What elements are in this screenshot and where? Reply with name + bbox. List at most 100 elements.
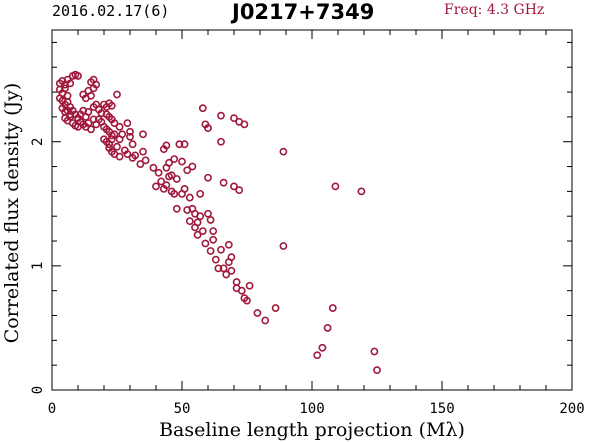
data-point xyxy=(157,177,166,186)
data-point xyxy=(198,104,207,113)
data-point xyxy=(110,119,119,128)
data-point xyxy=(235,186,244,195)
data-point xyxy=(196,212,205,221)
data-point xyxy=(214,264,223,273)
data-point xyxy=(261,316,270,325)
data-point xyxy=(188,162,197,171)
data-point xyxy=(180,184,189,193)
y-tick-label: 2 xyxy=(30,138,46,146)
data-point xyxy=(123,119,132,128)
data-point xyxy=(219,178,228,187)
data-point xyxy=(170,189,179,198)
data-point xyxy=(84,119,93,128)
data-point xyxy=(279,147,288,156)
data-point xyxy=(139,130,147,139)
data-point xyxy=(224,240,233,249)
data-point xyxy=(323,324,332,332)
data-point xyxy=(128,140,137,149)
data-point xyxy=(139,147,147,156)
data-point xyxy=(87,91,95,100)
data-point xyxy=(126,127,134,136)
y-tick-labels: 0 1 2 xyxy=(30,138,46,395)
data-point xyxy=(170,155,179,164)
data-point xyxy=(230,114,238,123)
data-point xyxy=(237,286,246,295)
data-point xyxy=(115,122,124,131)
y-axis-label: Correlated flux density (Jy) xyxy=(1,83,23,344)
data-point xyxy=(230,182,238,191)
data-point xyxy=(253,309,262,317)
data-point xyxy=(240,120,249,129)
data-point xyxy=(206,216,215,224)
data-point xyxy=(61,84,69,93)
data-point xyxy=(162,141,171,150)
data-point xyxy=(175,140,184,149)
data-point xyxy=(370,347,379,356)
y-tick-label: 1 xyxy=(30,262,46,270)
data-point xyxy=(180,140,189,149)
data-point xyxy=(154,168,163,177)
x-tick-label: 50 xyxy=(174,401,191,417)
data-point xyxy=(63,91,72,100)
data-point xyxy=(107,135,116,144)
data-point xyxy=(222,270,231,279)
data-point xyxy=(271,304,280,312)
data-point xyxy=(193,218,202,227)
data-point xyxy=(243,296,251,305)
data-point xyxy=(206,247,215,255)
data-point xyxy=(74,72,82,80)
data-points xyxy=(55,70,381,375)
data-point xyxy=(113,90,121,99)
y-tick-label: 0 xyxy=(30,386,46,394)
data-point xyxy=(217,137,225,146)
data-point xyxy=(185,193,194,202)
data-point xyxy=(178,157,186,166)
data-point xyxy=(167,171,176,180)
data-point xyxy=(201,239,210,248)
data-point xyxy=(219,264,228,273)
data-point xyxy=(162,181,171,190)
data-point xyxy=(328,304,337,312)
observation-date: 2016.02.17(6) xyxy=(52,2,170,20)
data-point xyxy=(196,189,205,198)
x-tick-label: 100 xyxy=(299,401,324,417)
data-point xyxy=(165,158,173,167)
data-point xyxy=(92,80,101,89)
data-point xyxy=(232,278,241,286)
data-point xyxy=(245,281,254,290)
data-point xyxy=(217,245,225,254)
data-point xyxy=(211,255,220,264)
data-point xyxy=(204,124,212,132)
frequency-label: Freq: 4.3 GHz xyxy=(444,2,545,18)
data-point xyxy=(217,111,225,120)
data-point xyxy=(204,209,212,218)
data-point xyxy=(118,130,127,139)
data-point xyxy=(193,230,202,239)
data-point xyxy=(141,156,150,165)
data-point xyxy=(331,182,340,191)
plot-frame xyxy=(51,29,573,391)
data-point xyxy=(113,142,121,151)
data-point xyxy=(172,175,181,183)
x-tick-label: 200 xyxy=(559,401,584,417)
data-point xyxy=(209,235,218,244)
data-point xyxy=(136,160,145,168)
data-point xyxy=(123,150,132,159)
data-point xyxy=(227,266,236,275)
data-point xyxy=(209,227,218,236)
data-point xyxy=(198,227,207,236)
data-point xyxy=(131,151,140,160)
data-point xyxy=(66,79,75,88)
data-point xyxy=(84,108,93,116)
data-point xyxy=(172,204,181,213)
data-point xyxy=(318,343,327,352)
data-point xyxy=(115,152,124,161)
x-tick-label: 0 xyxy=(48,401,56,417)
data-point xyxy=(204,173,212,182)
data-point xyxy=(107,101,116,110)
data-point xyxy=(87,125,95,134)
x-tick-label: 150 xyxy=(429,401,454,417)
data-point xyxy=(185,217,194,226)
data-point xyxy=(279,242,288,250)
